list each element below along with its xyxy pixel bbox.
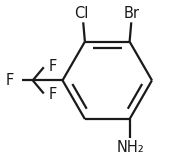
- Text: Br: Br: [124, 6, 140, 21]
- Text: F: F: [48, 59, 57, 74]
- Text: Cl: Cl: [74, 6, 89, 21]
- Text: NH₂: NH₂: [116, 140, 144, 155]
- Text: F: F: [5, 73, 13, 88]
- Text: F: F: [48, 87, 57, 102]
